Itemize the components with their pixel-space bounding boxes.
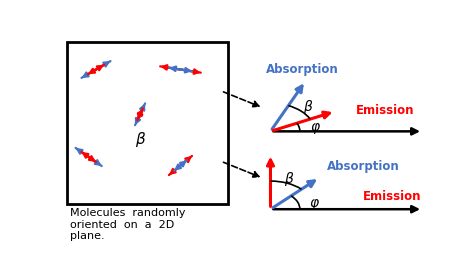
Bar — [66, 42, 228, 204]
Text: β: β — [284, 172, 293, 186]
Text: Emission: Emission — [363, 190, 421, 203]
Text: φ: φ — [310, 120, 319, 134]
Text: Emission: Emission — [356, 104, 414, 117]
Text: Absorption: Absorption — [265, 63, 338, 76]
Text: β: β — [135, 132, 145, 147]
Text: φ: φ — [310, 196, 319, 210]
Text: Absorption: Absorption — [327, 160, 400, 173]
Text: β: β — [303, 100, 312, 114]
Text: Molecules  randomly
oriented  on  a  2D
plane.: Molecules randomly oriented on a 2D plan… — [70, 208, 186, 241]
